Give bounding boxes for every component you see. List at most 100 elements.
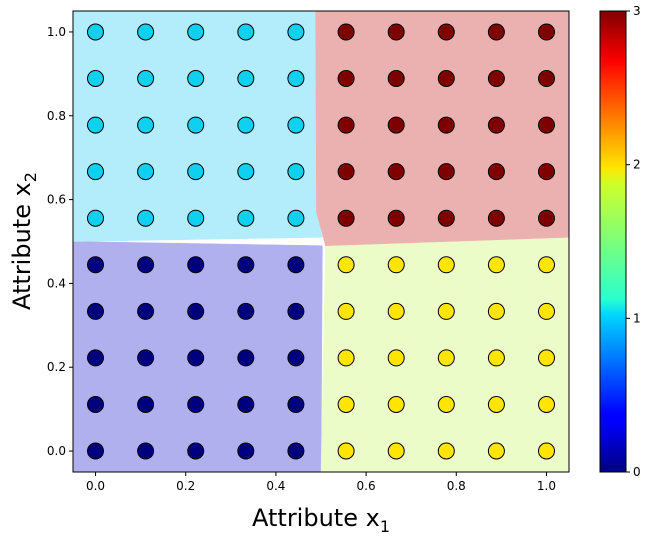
data-point-class-2 <box>538 442 555 460</box>
data-point-class-2 <box>337 302 355 320</box>
data-point-class-0 <box>187 349 205 367</box>
data-point-class-0 <box>237 256 255 274</box>
x-tick-label: 1.0 <box>537 479 556 493</box>
data-point-class-1 <box>137 23 155 41</box>
data-point-class-2 <box>337 396 355 413</box>
colorbar-ticks: 0 1 2 3 <box>626 4 641 479</box>
x-axis-label: Attribute x1 <box>252 504 390 536</box>
data-point-class-1 <box>187 163 205 181</box>
data-point-class-2 <box>538 349 555 367</box>
data-point-class-2 <box>437 396 455 413</box>
data-point-class-2 <box>538 256 555 274</box>
plot-frame <box>72 10 570 473</box>
data-point-class-1 <box>187 70 205 87</box>
data-point-class-1 <box>287 209 305 227</box>
data-point-class-2 <box>387 256 405 274</box>
data-point-class-3 <box>337 116 355 134</box>
data-point-class-3 <box>538 70 555 87</box>
data-point-class-0 <box>137 442 155 460</box>
data-point-class-2 <box>487 442 505 460</box>
data-point-class-2 <box>487 349 505 367</box>
data-point-class-2 <box>387 442 405 460</box>
data-point-class-3 <box>387 116 405 134</box>
y-axis-label: Attribute x2 <box>8 172 40 310</box>
colorbar-tick-label: 0 <box>633 465 641 479</box>
data-point-class-2 <box>538 302 555 320</box>
data-point-class-0 <box>87 302 104 320</box>
data-point-class-3 <box>487 163 505 181</box>
y-tick-label: 0.0 <box>47 444 66 458</box>
data-point-class-1 <box>237 163 255 181</box>
data-point-class-3 <box>437 23 455 41</box>
data-point-class-1 <box>287 163 305 181</box>
data-point-class-3 <box>538 23 555 41</box>
x-axis-label-subscript: 1 <box>380 517 390 536</box>
data-point-class-3 <box>337 70 355 87</box>
data-point-class-0 <box>87 256 104 274</box>
data-point-class-0 <box>137 256 155 274</box>
colorbar-tick-label: 3 <box>633 4 641 18</box>
data-point-class-0 <box>287 349 305 367</box>
data-point-class-3 <box>337 163 355 181</box>
data-point-class-3 <box>487 70 505 87</box>
x-tick-label: 0.4 <box>266 479 285 493</box>
y-axis-label-subscript: 2 <box>21 172 40 182</box>
data-point-class-0 <box>287 256 305 274</box>
data-point-class-2 <box>437 349 455 367</box>
data-point-class-1 <box>187 209 205 227</box>
data-point-class-0 <box>287 396 305 413</box>
data-point-class-0 <box>87 396 104 413</box>
data-point-class-0 <box>87 349 104 367</box>
data-point-class-0 <box>137 396 155 413</box>
data-point-class-2 <box>337 349 355 367</box>
data-point-class-1 <box>287 23 305 41</box>
data-point-class-3 <box>538 209 555 227</box>
y-tick-label: 0.4 <box>47 276 66 290</box>
y-tick-label: 0.6 <box>47 193 66 207</box>
data-point-class-1 <box>137 70 155 87</box>
colorbar <box>599 10 627 473</box>
data-point-class-0 <box>287 442 305 460</box>
data-point-class-2 <box>337 442 355 460</box>
data-point-class-1 <box>137 209 155 227</box>
data-point-class-1 <box>87 23 104 41</box>
x-tick-label: 0.8 <box>447 479 466 493</box>
data-point-class-3 <box>487 209 505 227</box>
colorbar-tick-label: 1 <box>633 311 641 325</box>
data-point-class-1 <box>237 23 255 41</box>
data-point-class-1 <box>287 116 305 134</box>
data-point-class-0 <box>187 396 205 413</box>
data-point-class-0 <box>137 349 155 367</box>
data-point-class-1 <box>137 163 155 181</box>
data-point-class-1 <box>187 23 205 41</box>
data-point-class-3 <box>387 209 405 227</box>
y-tick-label: 0.8 <box>47 109 66 123</box>
data-point-class-0 <box>237 302 255 320</box>
data-point-class-3 <box>437 70 455 87</box>
data-point-class-0 <box>187 442 205 460</box>
data-point-class-3 <box>487 116 505 134</box>
data-point-class-2 <box>487 256 505 274</box>
colorbar-tick-label: 2 <box>633 158 641 172</box>
data-point-class-0 <box>287 302 305 320</box>
data-point-class-1 <box>87 163 104 181</box>
data-point-class-2 <box>337 256 355 274</box>
data-point-class-1 <box>137 116 155 134</box>
data-point-class-1 <box>287 70 305 87</box>
x-tick-label: 0.2 <box>176 479 195 493</box>
x-tick-label: 0.6 <box>357 479 376 493</box>
data-point-class-0 <box>237 349 255 367</box>
data-point-class-3 <box>337 209 355 227</box>
data-point-class-2 <box>437 442 455 460</box>
data-point-class-2 <box>387 349 405 367</box>
data-point-class-0 <box>137 302 155 320</box>
data-point-class-3 <box>437 209 455 227</box>
data-point-class-2 <box>387 302 405 320</box>
data-point-class-0 <box>87 442 104 460</box>
data-point-class-0 <box>187 256 205 274</box>
y-tick-label: 1.0 <box>47 25 66 39</box>
data-point-class-2 <box>538 396 555 413</box>
data-point-class-0 <box>237 396 255 413</box>
data-point-class-3 <box>538 116 555 134</box>
data-point-class-3 <box>487 23 505 41</box>
